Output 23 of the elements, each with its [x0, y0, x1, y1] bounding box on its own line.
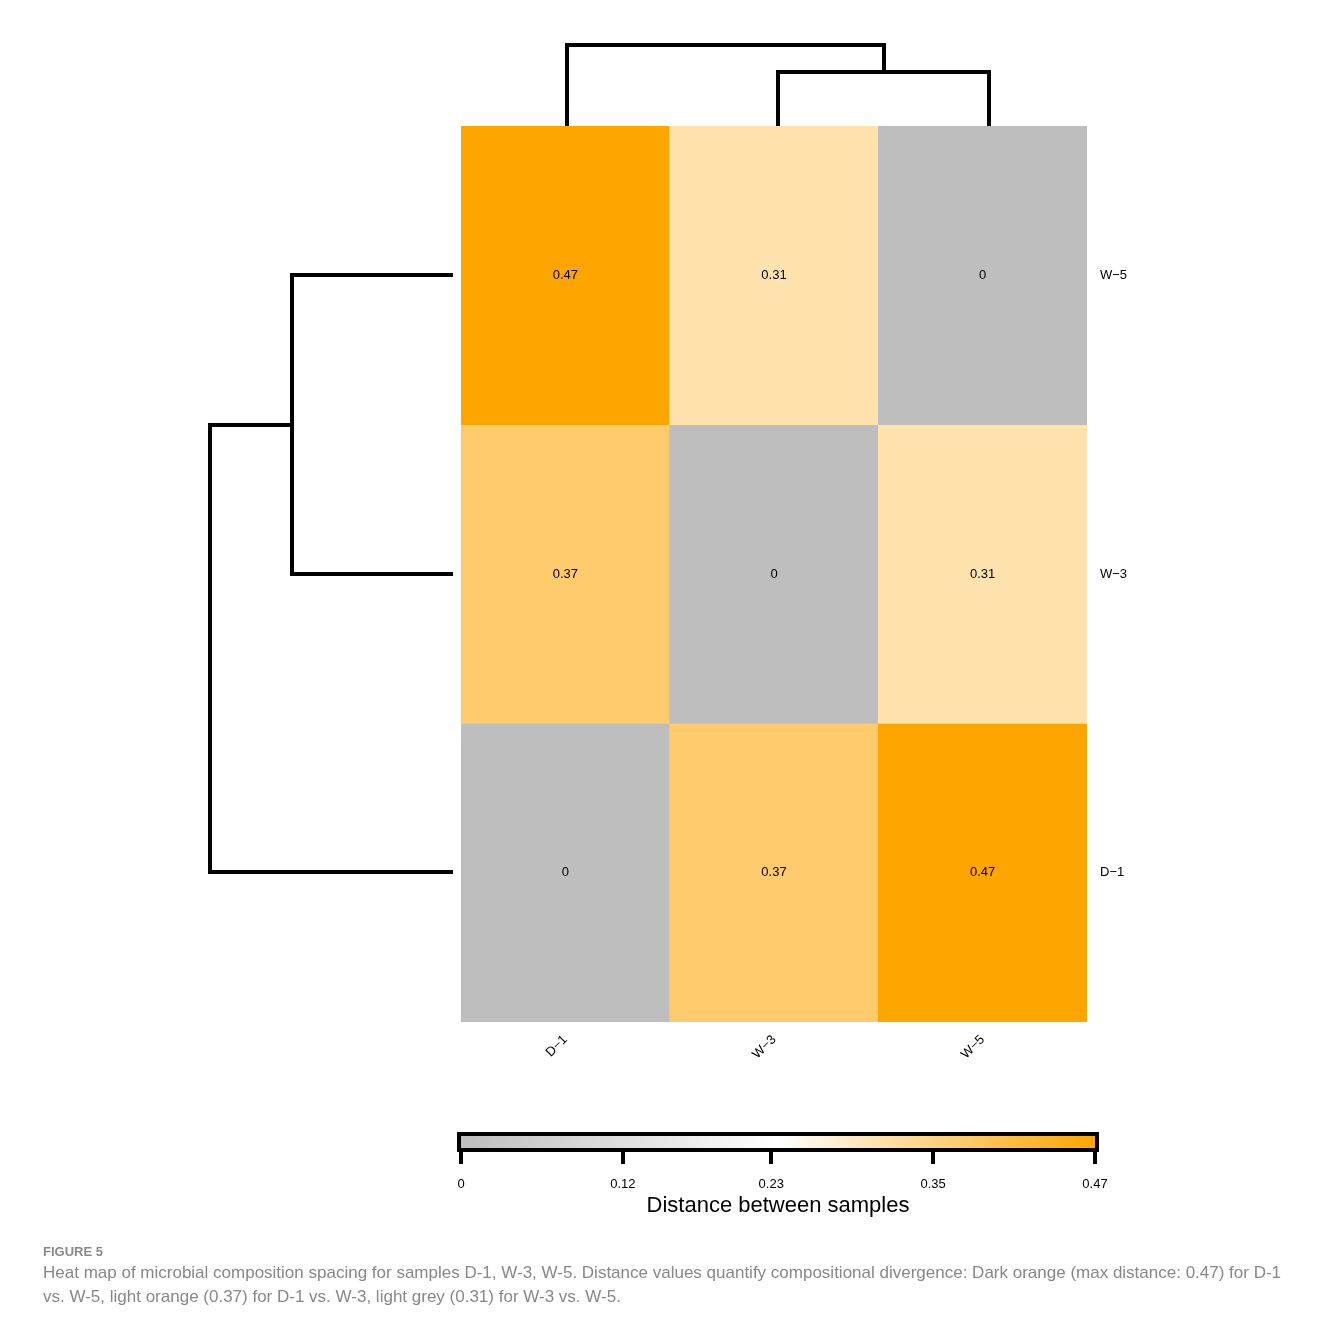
y-tick-label: D−1	[1100, 864, 1125, 880]
data-label: 0.31	[970, 565, 996, 581]
color-bar-label: 0.35	[919, 1176, 947, 1191]
data-label: 0.47	[970, 864, 996, 880]
data-label: 0.47	[552, 266, 578, 282]
data-label: 0	[979, 266, 987, 282]
y-tick-label: W−5	[1100, 266, 1128, 282]
y-tick-label: W−3	[1100, 565, 1128, 581]
x-tick-label: D−1	[542, 1031, 570, 1060]
data-label: 0	[561, 864, 569, 880]
text: Heat map of microbial composition spacing for samples D-1, W-3, W-5. Distance values quantify compositional divergence: Dark orange (max distance: 0.47) for D-1 vs. W-5, light orange (0.37) for D-1 vs. W-3, light grey (0.31) for W-3 vs. W-5.	[43, 1262, 1283, 1308]
x-tick-label: W−5	[957, 1031, 988, 1062]
data-label: 0	[770, 565, 778, 581]
color-bar-label: 0.12	[609, 1176, 637, 1191]
color-bar-label: 0	[456, 1176, 466, 1191]
data-label: 0.37	[761, 864, 787, 880]
x-tick-label: W−3	[748, 1031, 779, 1062]
data-label: 0.37	[552, 565, 578, 581]
color-bar-title: Distance between samples	[645, 1192, 911, 1218]
color-bar-label: 0.47	[1081, 1176, 1109, 1191]
caption: FIGURE 5	[43, 1243, 104, 1261]
color-bar-label: 0.23	[757, 1176, 785, 1191]
data-label: 0.31	[761, 266, 787, 282]
